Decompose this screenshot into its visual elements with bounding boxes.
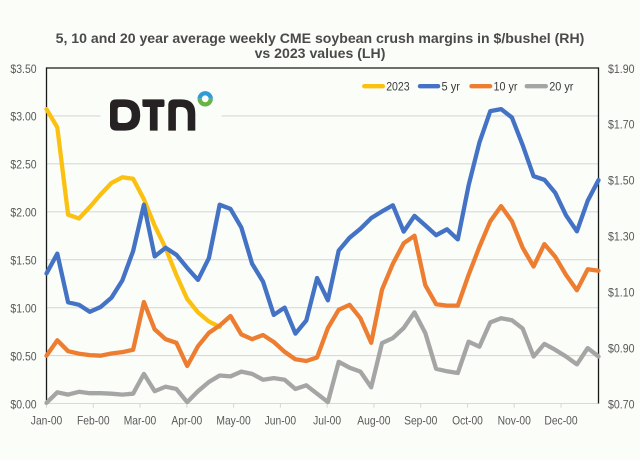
svg-text:$2.50: $2.50 [10,158,36,172]
svg-text:Jun-00: Jun-00 [265,413,297,427]
svg-text:Mar-00: Mar-00 [124,413,157,427]
svg-text:May-00: May-00 [216,413,251,427]
svg-text:Apr-00: Apr-00 [171,413,202,427]
svg-text:$1.10: $1.10 [608,286,635,300]
svg-text:$1.90: $1.90 [608,62,635,76]
svg-text:20 yr: 20 yr [549,79,573,93]
svg-text:$3.50: $3.50 [10,62,36,76]
svg-text:$1.00: $1.00 [10,301,36,315]
svg-text:$2.00: $2.00 [10,206,36,220]
svg-text:Oct-00: Oct-00 [452,413,483,427]
svg-text:$1.50: $1.50 [10,254,36,268]
svg-text:Sep-00: Sep-00 [404,413,437,427]
svg-text:$0.70: $0.70 [608,397,635,411]
svg-text:Nov-00: Nov-00 [498,413,531,427]
svg-text:$1.70: $1.70 [608,118,635,132]
svg-text:$0.90: $0.90 [608,341,635,355]
svg-text:10 yr: 10 yr [494,79,518,93]
svg-text:Jan-00: Jan-00 [31,413,63,427]
svg-text:$3.00: $3.00 [10,110,36,124]
svg-text:5, 10 and 20 year average week: 5, 10 and 20 year average weekly CME soy… [56,30,585,46]
svg-text:$0.50: $0.50 [10,349,36,363]
svg-text:5 yr: 5 yr [442,79,460,93]
svg-text:Feb-00: Feb-00 [77,413,110,427]
svg-text:Jul-00: Jul-00 [313,413,341,427]
svg-text:$1.50: $1.50 [608,174,635,188]
svg-text:vs 2023 values (LH): vs 2023 values (LH) [255,45,386,61]
svg-text:$0.00: $0.00 [10,397,36,411]
svg-text:2023: 2023 [386,79,410,93]
svg-text:Aug-00: Aug-00 [357,413,390,427]
svg-text:Dec-00: Dec-00 [544,413,577,427]
svg-text:$1.30: $1.30 [608,230,635,244]
